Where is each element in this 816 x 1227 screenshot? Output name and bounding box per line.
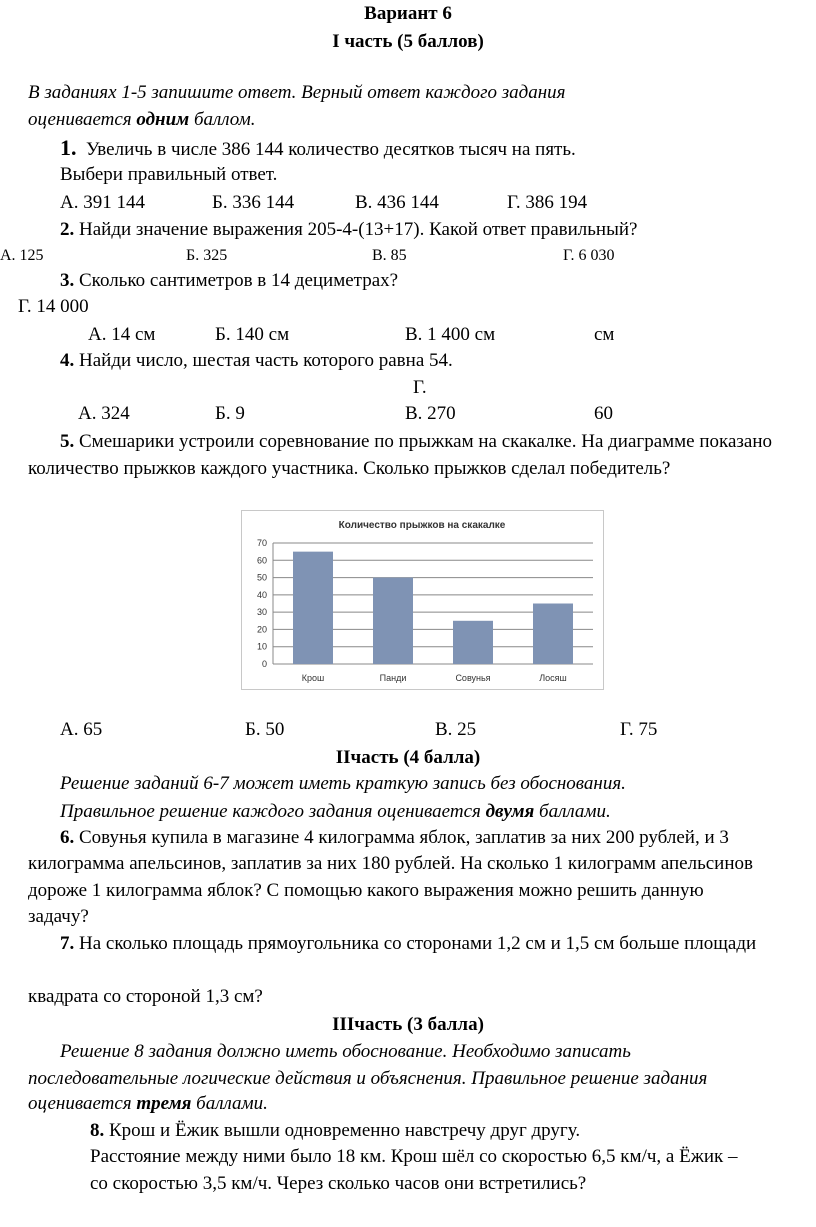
y-tick-label: 50: [257, 573, 267, 583]
question-6-line: дороже 1 килограмма яблок? С помощью как…: [28, 880, 704, 901]
question-7: 7. На сколько площадь прямоугольника со …: [60, 933, 757, 954]
y-tick-label: 60: [257, 555, 267, 565]
question-5-line2: количество прыжков каждого участника. Ск…: [28, 458, 671, 479]
answer-option: 60: [594, 403, 613, 424]
answer-option: см: [594, 324, 615, 345]
y-tick-label: 0: [262, 659, 267, 669]
y-tick-label: 30: [257, 607, 267, 617]
question-8: 8. Крош и Ёжик вышли одновременно навстр…: [90, 1120, 581, 1141]
question-6-line: задачу?: [28, 906, 89, 927]
answer-option: Б. 325: [186, 247, 228, 264]
part2-title: IIчасть (4 балла): [335, 747, 481, 768]
answer-option: А. 14 см: [88, 324, 156, 345]
answer-option: В. 270: [405, 403, 456, 424]
question-5: 5. Смешарики устроили соревнование по пр…: [60, 431, 773, 452]
question-4: 4. Найди число, шестая часть которого ра…: [60, 350, 453, 371]
intro-line: В заданиях 1-5 запишите ответ. Верный от…: [28, 82, 566, 103]
answer-option: Г. 14 000: [18, 296, 89, 317]
part2-instructions: Правильное решение каждого задания оцени…: [60, 801, 611, 822]
y-tick-label: 10: [257, 642, 267, 652]
y-tick-label: 20: [257, 624, 267, 634]
answer-option: Б. 140 см: [215, 324, 290, 345]
answer-option: Г. 75: [620, 719, 658, 740]
answer-option: А. 391 144: [60, 192, 145, 213]
part3-instructions: последовательные логические действия и о…: [28, 1068, 708, 1089]
question-3: 3. Сколько сантиметров в 14 дециметрах?: [60, 270, 399, 291]
answer-option: В. 436 144: [355, 192, 439, 213]
part3-instructions: Решение 8 задания должно иметь обоснован…: [60, 1041, 631, 1062]
bar-Крош: [293, 551, 333, 664]
y-tick-label: 70: [257, 538, 267, 548]
answer-option: В. 85: [372, 247, 407, 264]
intro-line: оценивается одним баллом.: [28, 109, 256, 130]
x-tick-label: Панди: [380, 673, 407, 683]
part2-instructions: Решение заданий 6-7 может иметь краткую …: [60, 773, 626, 794]
answer-option: Г.: [413, 377, 427, 398]
answer-option: Б. 50: [245, 719, 285, 740]
question-8-line: Расстояние между ними было 18 км. Крош ш…: [90, 1146, 738, 1167]
answer-option: А. 65: [60, 719, 103, 740]
x-tick-label: Лосяш: [539, 673, 567, 683]
bar-Лосяш: [533, 603, 573, 664]
question-2: 2. Найди значение выражения 205-4-(13+17…: [60, 219, 638, 240]
answer-option: Б. 9: [215, 403, 245, 424]
part1-title: I часть (5 баллов): [332, 31, 484, 52]
bar-Совунья: [453, 620, 493, 664]
x-tick-label: Крош: [302, 673, 324, 683]
question-6: 6. Совунья купила в магазине 4 килограмм…: [60, 827, 729, 848]
answer-option: В. 1 400 см: [405, 324, 496, 345]
part3-title: IIIчасть (3 балла): [332, 1014, 484, 1035]
question-8-line: со скоростью 3,5 км/ч. Через сколько час…: [90, 1173, 587, 1194]
answer-option: Г. 386 194: [507, 192, 588, 213]
question-1-line2: Выбери правильный ответ.: [60, 164, 278, 185]
question-7-line: квадрата со стороной 1,3 см?: [28, 986, 263, 1007]
answer-option: А. 324: [78, 403, 130, 424]
bar-chart: Количество прыжков на скакалке 0 10 20 30 40…: [241, 510, 604, 690]
chart-svg: Количество прыжков на скакалке 0 10 20 30 40…: [257, 520, 593, 683]
answer-option: Г. 6 030: [563, 247, 615, 264]
x-tick-label: Совунья: [455, 673, 490, 683]
chart-title: Количество прыжков на скакалке: [339, 520, 506, 531]
answer-option: В. 25: [435, 719, 477, 740]
question-1: 1. Увеличь в числе 386 144 количество де…: [60, 135, 576, 161]
question-6-line: килограмма апельсинов, заплатив за них 1…: [28, 853, 753, 874]
answer-option: А. 125: [0, 247, 44, 264]
variant-title: Вариант 6: [364, 3, 452, 24]
answer-option: Б. 336 144: [212, 192, 295, 213]
bar-Панди: [373, 577, 413, 664]
y-tick-label: 40: [257, 590, 267, 600]
part3-instructions: оценивается тремя баллами.: [28, 1093, 268, 1114]
